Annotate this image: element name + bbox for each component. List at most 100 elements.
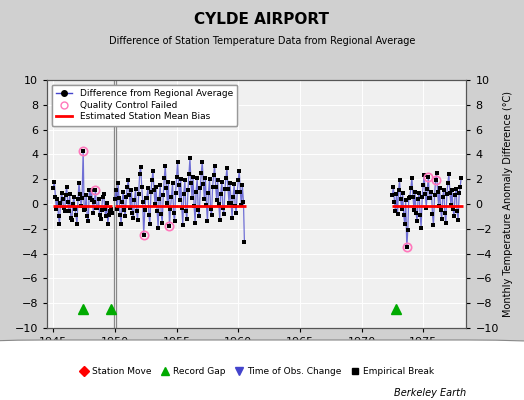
Point: [200, 196, 209, 202]
Point: [199, 181, 208, 187]
Point: [180, 191, 188, 197]
Point: [430, 192, 439, 198]
Point: [52, 206, 61, 212]
Point: [101, 206, 109, 212]
Point: [216, 191, 225, 197]
Point: [179, 222, 187, 228]
Point: [97, 207, 106, 214]
Point: [457, 175, 465, 181]
Point: [213, 197, 221, 204]
Point: [452, 186, 460, 192]
Text: Berkeley Earth: Berkeley Earth: [394, 388, 466, 398]
Point: [423, 186, 431, 192]
Point: [190, 203, 198, 210]
Point: [204, 190, 213, 196]
Point: [189, 174, 197, 180]
Point: [143, 195, 151, 201]
Point: [50, 178, 59, 185]
Point: [388, 192, 397, 198]
Point: [67, 214, 75, 221]
Point: [147, 188, 155, 195]
Point: [232, 210, 241, 216]
Point: [185, 171, 193, 178]
Point: [84, 218, 92, 224]
Point: [89, 210, 97, 216]
Point: [230, 181, 238, 187]
Point: [80, 207, 89, 214]
Point: [122, 193, 130, 200]
FancyBboxPatch shape: [0, 340, 524, 400]
Point: [222, 175, 230, 181]
Point: [438, 216, 446, 222]
Point: [113, 206, 121, 212]
Point: [51, 193, 60, 200]
Point: [215, 217, 224, 223]
Text: Difference of Station Temperature Data from Regional Average: Difference of Station Temperature Data f…: [109, 36, 415, 46]
Point: [62, 184, 71, 190]
Point: [395, 187, 403, 194]
Point: [183, 216, 191, 222]
Point: [99, 193, 107, 200]
Point: [221, 186, 229, 192]
Point: [402, 244, 411, 250]
Point: [56, 221, 64, 227]
Point: [410, 207, 418, 214]
Point: [81, 206, 89, 212]
Point: [129, 214, 138, 221]
Point: [54, 213, 63, 220]
Point: [104, 221, 112, 227]
Point: [198, 159, 206, 165]
Point: [399, 212, 408, 218]
Point: [78, 195, 86, 201]
Point: [219, 204, 227, 211]
Point: [125, 192, 134, 198]
Point: [414, 196, 422, 202]
Point: [174, 182, 183, 189]
Point: [178, 204, 186, 211]
Point: [392, 191, 401, 197]
Point: [66, 191, 74, 197]
Point: [394, 211, 402, 217]
Point: [395, 177, 403, 184]
Point: [197, 170, 205, 176]
Point: [76, 191, 84, 197]
Point: [239, 198, 248, 205]
Point: [447, 202, 455, 208]
Point: [161, 162, 169, 169]
Point: [415, 190, 423, 196]
Point: [433, 188, 442, 195]
Point: [227, 200, 235, 206]
Point: [231, 203, 239, 210]
Point: [234, 177, 243, 184]
Point: [225, 200, 233, 206]
Point: [96, 216, 105, 222]
Point: [206, 206, 215, 212]
Point: [111, 196, 119, 202]
Point: [58, 196, 67, 202]
Point: [185, 155, 194, 161]
Point: [152, 184, 160, 190]
Point: [63, 198, 72, 205]
Point: [397, 196, 405, 202]
Point: [90, 198, 99, 205]
Point: [156, 182, 165, 189]
Point: [434, 203, 443, 210]
Point: [212, 184, 220, 190]
Point: [121, 213, 129, 220]
Point: [133, 217, 141, 223]
Point: [105, 212, 113, 218]
Point: [168, 180, 177, 186]
Point: [195, 213, 203, 220]
Point: [441, 210, 449, 216]
Point: [440, 187, 448, 194]
Point: [137, 184, 146, 190]
Point: [453, 208, 461, 215]
Point: [449, 206, 457, 212]
Point: [401, 197, 410, 204]
Point: [123, 184, 132, 190]
Legend: Station Move, Record Gap, Time of Obs. Change, Empirical Break: Station Move, Record Gap, Time of Obs. C…: [75, 364, 438, 380]
Point: [169, 210, 178, 216]
Point: [202, 202, 211, 208]
Point: [132, 186, 140, 192]
Point: [417, 224, 425, 231]
